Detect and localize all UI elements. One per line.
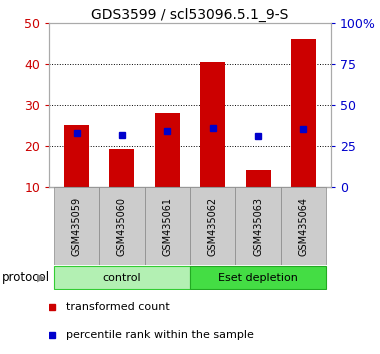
Bar bbox=[190, 187, 235, 266]
Bar bbox=[155, 113, 180, 187]
Text: percentile rank within the sample: percentile rank within the sample bbox=[66, 330, 254, 340]
Text: transformed count: transformed count bbox=[66, 302, 170, 312]
Bar bbox=[54, 187, 99, 266]
Text: Eset depletion: Eset depletion bbox=[218, 273, 298, 282]
Bar bbox=[291, 39, 316, 187]
Bar bbox=[281, 187, 326, 266]
Bar bbox=[145, 187, 190, 266]
Bar bbox=[64, 125, 89, 187]
Text: control: control bbox=[103, 273, 141, 282]
Text: GSM435060: GSM435060 bbox=[117, 196, 127, 256]
Title: GDS3599 / scl53096.5.1_9-S: GDS3599 / scl53096.5.1_9-S bbox=[91, 8, 289, 22]
Text: protocol: protocol bbox=[2, 271, 50, 284]
Bar bbox=[245, 170, 271, 187]
Bar bbox=[109, 149, 135, 187]
Bar bbox=[99, 187, 145, 266]
Text: ▶: ▶ bbox=[37, 273, 45, 282]
Text: GSM435062: GSM435062 bbox=[208, 196, 218, 256]
Bar bbox=[235, 187, 281, 266]
Bar bbox=[200, 62, 225, 187]
Text: GSM435064: GSM435064 bbox=[298, 196, 309, 256]
Text: GSM435059: GSM435059 bbox=[71, 196, 82, 256]
Bar bbox=[54, 266, 190, 289]
Bar bbox=[190, 266, 326, 289]
Text: GSM435061: GSM435061 bbox=[162, 196, 172, 256]
Text: GSM435063: GSM435063 bbox=[253, 196, 263, 256]
